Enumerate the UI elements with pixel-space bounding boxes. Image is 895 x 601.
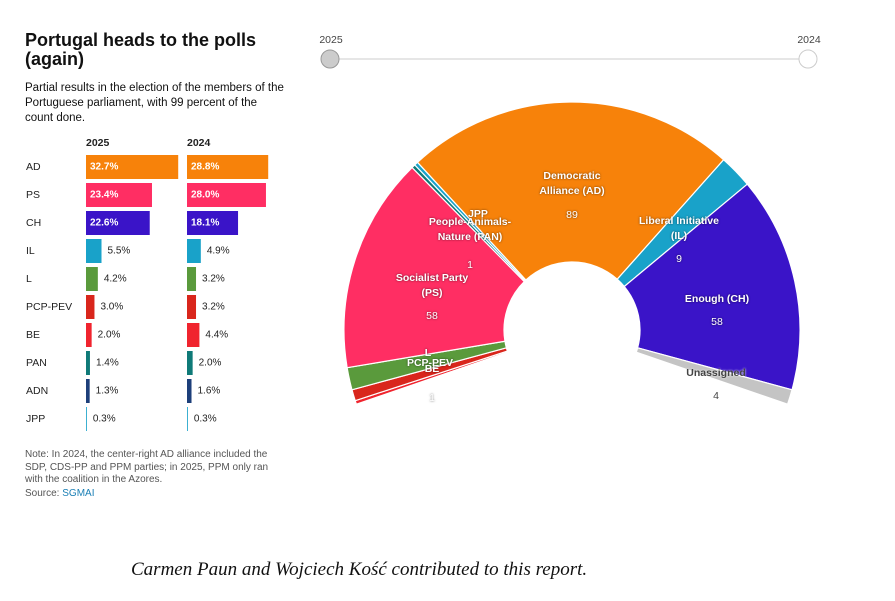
bar bbox=[86, 351, 90, 375]
bar bbox=[187, 351, 193, 375]
bar bbox=[187, 211, 239, 235]
seat-party-label: Democratic Alliance (AD) bbox=[539, 170, 605, 197]
credit: Carmen Paun and Wojciech Kość contribute… bbox=[131, 559, 588, 580]
category-label: BE bbox=[26, 329, 40, 341]
value-label: 28.8% bbox=[191, 162, 219, 173]
column-header: 2025 bbox=[86, 137, 110, 149]
bar bbox=[187, 239, 201, 263]
value-label: 4.9% bbox=[207, 246, 230, 257]
column-header: 2024 bbox=[187, 137, 211, 149]
seat-count-label: 4 bbox=[713, 390, 719, 402]
bar bbox=[86, 155, 179, 179]
value-label: 28.0% bbox=[191, 190, 219, 201]
seat-wedge bbox=[623, 183, 801, 391]
category-label: IL bbox=[26, 245, 35, 257]
category-label: ADN bbox=[26, 385, 48, 397]
value-label: 3.2% bbox=[202, 274, 225, 285]
value-label: 23.4% bbox=[90, 190, 118, 201]
category-label: PAN bbox=[26, 357, 47, 369]
note: Note: In 2024, the center-right AD allia… bbox=[25, 449, 269, 485]
bar bbox=[187, 267, 197, 291]
category-label: L bbox=[26, 273, 32, 285]
seat-count-label: 58 bbox=[711, 316, 723, 328]
value-label: 4.4% bbox=[205, 330, 228, 341]
seat-party-label: JPP bbox=[468, 208, 488, 220]
category-label: CH bbox=[26, 217, 41, 229]
value-label: 1.6% bbox=[198, 386, 221, 397]
value-label: 3.0% bbox=[100, 302, 123, 313]
slider-label: 2025 bbox=[319, 34, 343, 46]
slider-label: 2024 bbox=[797, 34, 821, 46]
bar bbox=[187, 407, 188, 431]
category-label: PCP-PEV bbox=[26, 301, 72, 313]
bar bbox=[86, 211, 150, 235]
value-label: 3.2% bbox=[202, 302, 225, 313]
bar bbox=[187, 379, 192, 403]
bar bbox=[187, 183, 266, 207]
bar bbox=[187, 155, 269, 179]
seat-party-label: PCP-PEV bbox=[406, 357, 454, 369]
seat-party-label: Liberal Initiative (IL) bbox=[639, 215, 719, 242]
bar bbox=[187, 323, 200, 347]
bar bbox=[86, 183, 152, 207]
bar bbox=[86, 267, 98, 291]
seat-count-label: 58 bbox=[426, 310, 438, 322]
value-label: 1.4% bbox=[96, 358, 119, 369]
seat-wedge bbox=[416, 101, 725, 281]
bar bbox=[187, 295, 197, 319]
subtitle: Partial results in the election of the m… bbox=[25, 82, 284, 124]
bar bbox=[86, 407, 87, 431]
seat-count-label: 1 bbox=[429, 392, 435, 404]
value-label: 18.1% bbox=[191, 218, 219, 229]
seat-party-label: Socialist Party (PS) bbox=[395, 272, 469, 299]
source: Source: SGMAI bbox=[25, 488, 94, 499]
title: Portugal heads to the polls (again) bbox=[25, 30, 257, 69]
bar bbox=[86, 239, 102, 263]
category-label: PS bbox=[26, 189, 40, 201]
slider-stop[interactable] bbox=[798, 49, 818, 69]
value-label: 4.2% bbox=[104, 274, 127, 285]
seat-count-label: 9 bbox=[676, 253, 682, 265]
value-label: 2.0% bbox=[199, 358, 222, 369]
seat-party-label: Enough (CH) bbox=[684, 293, 750, 305]
seat-wedge bbox=[635, 347, 793, 405]
bar bbox=[86, 379, 90, 403]
category-label: JPP bbox=[26, 413, 45, 425]
seat-party-label: L bbox=[424, 347, 432, 359]
bar bbox=[86, 295, 95, 319]
value-label: 1.3% bbox=[96, 386, 119, 397]
seat-count-label: 89 bbox=[566, 209, 578, 221]
bar bbox=[86, 323, 92, 347]
source-label: Source: bbox=[25, 488, 60, 499]
category-label: AD bbox=[26, 161, 41, 173]
seat-wedge bbox=[343, 166, 526, 369]
value-label: 32.7% bbox=[90, 162, 118, 173]
value-label: 0.3% bbox=[93, 414, 116, 425]
value-label: 0.3% bbox=[194, 414, 217, 425]
value-label: 2.0% bbox=[98, 330, 121, 341]
seat-party-label: BE bbox=[424, 363, 440, 375]
source-link[interactable]: SGMAI bbox=[62, 488, 95, 499]
seat-party-label: Unassigned bbox=[686, 367, 746, 379]
slider-handle[interactable] bbox=[320, 49, 340, 69]
seat-count-label: 1 bbox=[467, 259, 473, 271]
value-label: 22.6% bbox=[90, 218, 118, 229]
seat-party-label: People-Animals-Nature (PAN) bbox=[428, 216, 512, 243]
value-label: 5.5% bbox=[108, 246, 131, 257]
